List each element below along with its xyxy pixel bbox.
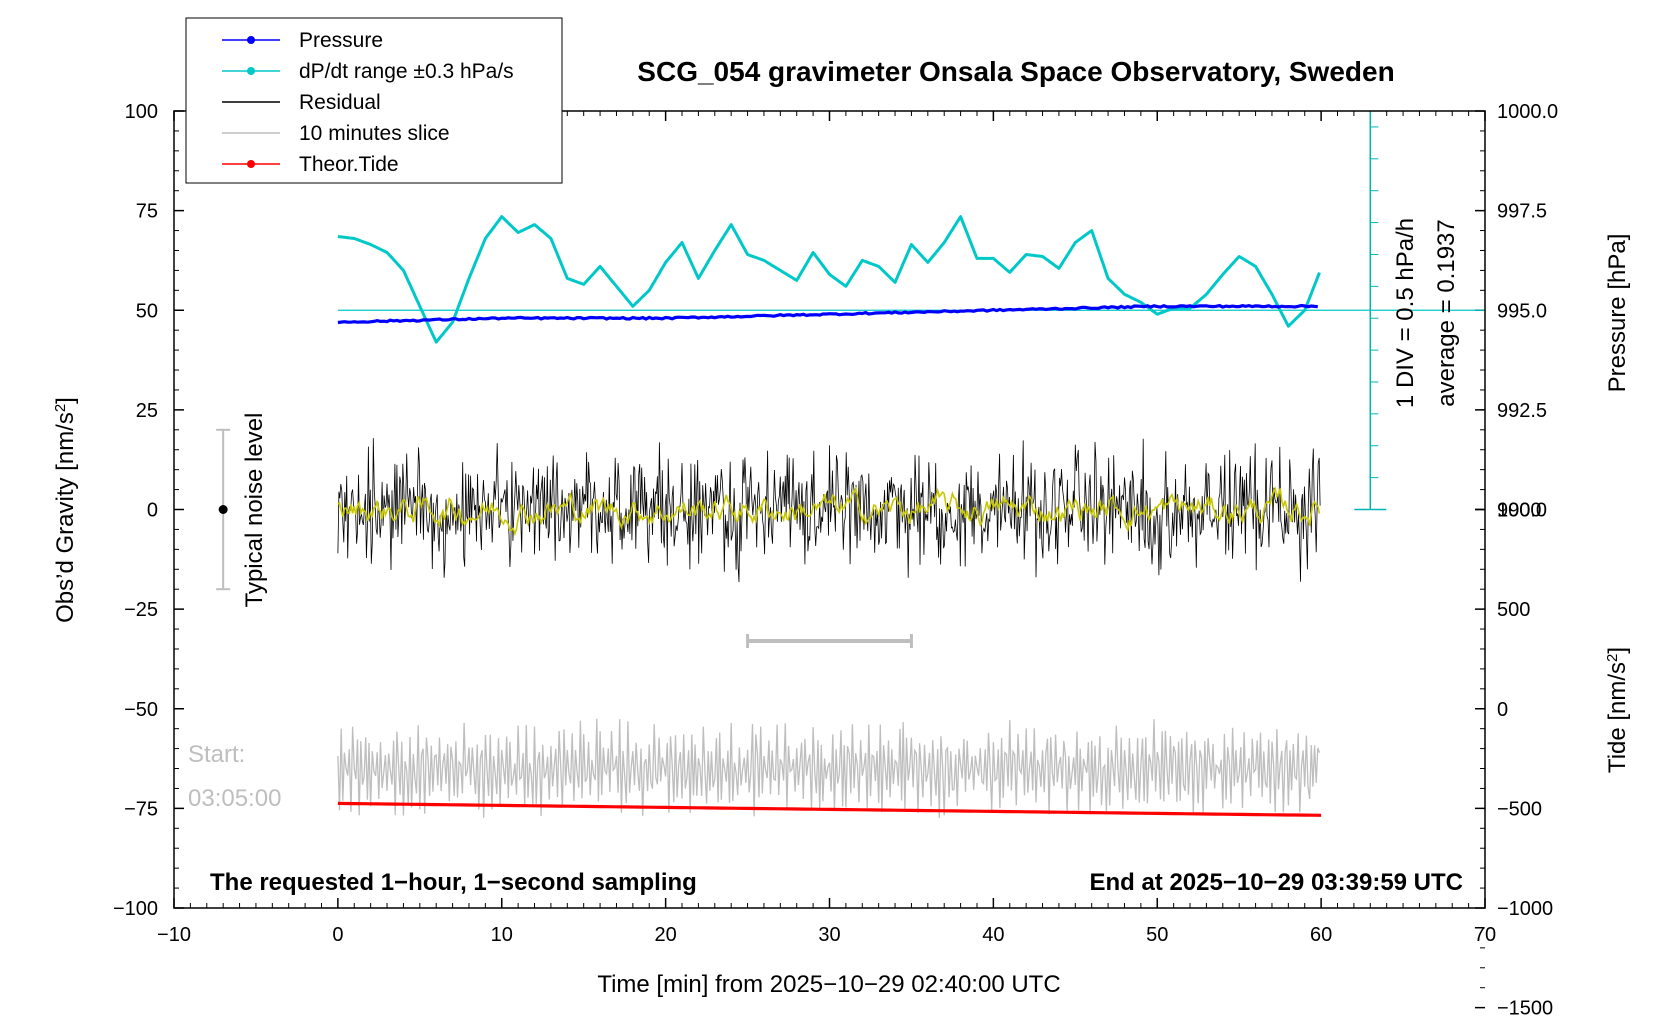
scale-bar-div-label: 1 DIV = 0.5 hPa/h xyxy=(1392,218,1419,408)
legend-swatch-marker xyxy=(247,67,255,75)
x-tick-label: 10 xyxy=(491,924,513,946)
tide-tick-label: −1000 xyxy=(1497,898,1553,920)
y-axis-title-pressure: Pressure [hPa] xyxy=(1604,234,1631,393)
legend-label: Theor.Tide xyxy=(299,153,399,176)
noise-level-center-dot xyxy=(218,505,228,514)
dpdt-series-line xyxy=(337,215,1321,344)
chart-title: SCG_054 gravimeter Onsala Space Observat… xyxy=(637,56,1394,87)
tide-tick-label: −1500 xyxy=(1497,998,1553,1020)
y-tick-label: 75 xyxy=(136,201,158,223)
legend: Pressure dP/dt range ±0.3 hPa/s Residual 10… xyxy=(185,17,563,184)
tide-tick-label: 0 xyxy=(1497,699,1508,721)
pressure-series-line xyxy=(337,303,1318,325)
axis-ticks: −10 0 10 20 30 40 50 60 701007550250−25−50−75−10… xyxy=(113,101,1558,1020)
legend-swatch-marker xyxy=(247,160,255,168)
pressure-tick-label: 1000.0 xyxy=(1497,101,1558,123)
legend-label: Pressure xyxy=(299,29,383,52)
residual-smoothed-line xyxy=(337,486,1321,537)
start-time-label: 03:05:00 xyxy=(188,785,281,812)
pressure-tick-label: 990.0 xyxy=(1497,500,1547,522)
pressure-tick-label: 995.0 xyxy=(1497,300,1547,322)
y-tick-label: −50 xyxy=(124,699,158,721)
y-axis-title-left: Obs’d Gravity [nm/s2] xyxy=(52,397,80,623)
scale-bar-average-label: average = 0.1937 xyxy=(1433,219,1460,407)
tide-tick-label: 1000 xyxy=(1497,500,1542,522)
legend-label: dP/dt range ±0.3 hPa/s xyxy=(299,60,514,83)
slice-series-line xyxy=(337,718,1321,819)
footer-right: End at 2025−10−29 03:39:59 UTC xyxy=(1089,869,1463,896)
x-tick-label: 40 xyxy=(982,924,1004,946)
pressure-tick-label: 997.5 xyxy=(1497,201,1547,223)
y-tick-label: 50 xyxy=(136,300,158,322)
y-axis-title-tide: Tide [nm/s2] xyxy=(1604,647,1632,773)
legend-entries: Pressure dP/dt range ±0.3 hPa/s Residual 10… xyxy=(222,29,514,176)
x-tick-label: 30 xyxy=(818,924,840,946)
footer-left: The requested 1−hour, 1−second sampling xyxy=(210,869,697,896)
pressure-tick-label: 992.5 xyxy=(1497,400,1547,422)
x-tick-label: 60 xyxy=(1310,924,1332,946)
x-tick-label: 50 xyxy=(1146,924,1168,946)
legend-box xyxy=(185,17,563,184)
y-tick-label: −25 xyxy=(124,599,158,621)
noise-level-label: Typical noise level xyxy=(241,413,268,608)
tide-series-line xyxy=(337,801,1322,817)
y-tick-label: −75 xyxy=(124,798,158,820)
x-tick-label: 20 xyxy=(655,924,677,946)
y-tick-label: 0 xyxy=(147,500,158,522)
data-series xyxy=(216,111,1485,819)
legend-label: Residual xyxy=(299,91,381,114)
legend-label: 10 minutes slice xyxy=(299,122,450,145)
y-tick-label: 25 xyxy=(136,400,158,422)
y-tick-label: 100 xyxy=(125,101,158,123)
x-tick-label: 0 xyxy=(332,924,343,946)
x-tick-label: 70 xyxy=(1474,924,1496,946)
start-label: Start: xyxy=(188,741,245,768)
x-tick-label: −10 xyxy=(157,924,191,946)
legend-swatch-marker xyxy=(247,36,255,44)
x-axis-title: Time [min] from 2025−10−29 02:40:00 UTC xyxy=(597,971,1060,998)
plot-frame xyxy=(173,110,1486,909)
y-tick-label: −100 xyxy=(113,898,158,920)
tide-tick-label: −500 xyxy=(1497,798,1542,820)
residual-series-line xyxy=(337,438,1321,583)
tide-tick-label: 500 xyxy=(1497,599,1530,621)
